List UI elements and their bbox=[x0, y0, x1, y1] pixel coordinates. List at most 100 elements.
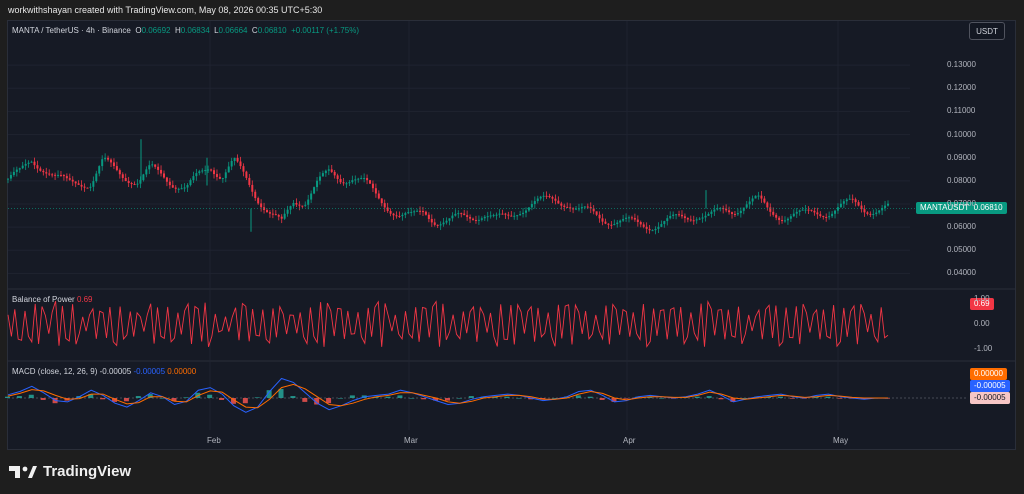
candle-body bbox=[848, 198, 851, 200]
candle-body bbox=[136, 183, 139, 185]
candle-body bbox=[374, 188, 377, 194]
candle-body bbox=[816, 212, 819, 215]
candle-body bbox=[516, 215, 519, 217]
candle-body bbox=[466, 215, 469, 217]
candle-body bbox=[845, 199, 848, 202]
candle-body bbox=[566, 206, 569, 208]
candle-body bbox=[392, 213, 395, 216]
candle-body bbox=[660, 224, 663, 227]
candle-body bbox=[121, 174, 124, 178]
macd-histogram-bar bbox=[456, 398, 462, 399]
candle-body bbox=[725, 208, 728, 211]
macd-histogram-bar bbox=[516, 398, 522, 399]
macd-hist-value: -0.00005 bbox=[99, 367, 132, 376]
bop-tick-label: -1.00 bbox=[974, 344, 993, 354]
candle-body bbox=[324, 170, 327, 174]
candle-body bbox=[781, 220, 784, 222]
candle-body bbox=[507, 214, 510, 216]
price-tick-label: 0.07000 bbox=[947, 199, 976, 208]
candle-body bbox=[527, 207, 530, 211]
candle-body bbox=[242, 166, 245, 172]
macd-histogram-bar bbox=[694, 396, 700, 398]
candle-body bbox=[7, 178, 9, 180]
candle-body bbox=[604, 221, 607, 224]
bop-tick-label: 0.00 bbox=[974, 319, 990, 328]
candle-body bbox=[786, 218, 789, 221]
candle-body bbox=[59, 174, 62, 176]
candle-body bbox=[610, 224, 613, 226]
macd-histogram-bar bbox=[813, 396, 819, 398]
candle-body bbox=[884, 205, 887, 208]
candle-body bbox=[189, 180, 192, 186]
candle-body bbox=[301, 205, 304, 207]
price-tick-label: 0.06000 bbox=[947, 222, 976, 232]
macd-histogram-bar bbox=[219, 398, 225, 400]
candle-body bbox=[233, 157, 236, 161]
candle-body bbox=[298, 204, 301, 206]
candle-body bbox=[363, 178, 366, 180]
candle-body bbox=[457, 213, 460, 215]
candle-body bbox=[483, 216, 486, 219]
currency-button[interactable]: USDT bbox=[969, 22, 1005, 40]
main-legend: MANTA / TetherUS · 4h · Binance O0.06692… bbox=[12, 26, 359, 35]
candle-body bbox=[651, 230, 654, 232]
close-label: C bbox=[251, 26, 258, 35]
candle-body bbox=[74, 181, 77, 184]
macd-histogram-bar bbox=[492, 396, 498, 398]
candle-body bbox=[763, 198, 766, 203]
candle-body bbox=[834, 210, 837, 214]
candle-body bbox=[836, 207, 839, 211]
candle-body bbox=[92, 181, 95, 187]
macd-histogram-bar bbox=[230, 398, 236, 404]
candle-body bbox=[463, 213, 466, 216]
macd-histogram-bar bbox=[5, 396, 10, 398]
candle-body bbox=[295, 203, 298, 205]
candle-body bbox=[442, 222, 445, 225]
candle-body bbox=[451, 215, 454, 219]
macd-histogram-bar bbox=[789, 398, 795, 399]
macd-histogram-bar bbox=[659, 398, 665, 399]
macd-histogram-bar bbox=[599, 398, 605, 400]
candle-body bbox=[162, 173, 165, 178]
candle-body bbox=[289, 206, 292, 210]
candle-body bbox=[831, 213, 834, 217]
candle-body bbox=[860, 205, 863, 210]
candle-body bbox=[12, 171, 15, 176]
candle-body bbox=[101, 159, 104, 167]
candle-body bbox=[171, 185, 174, 188]
macd-histogram-bar bbox=[706, 396, 712, 398]
macd-histogram-bar bbox=[28, 394, 34, 398]
candle-body bbox=[304, 204, 307, 206]
candle-body bbox=[330, 169, 333, 172]
candle-body bbox=[575, 208, 578, 210]
candle-body bbox=[89, 186, 92, 188]
candle-body bbox=[207, 169, 210, 171]
macd-histogram-bar bbox=[385, 396, 391, 398]
candle-body bbox=[813, 210, 816, 213]
candle-body bbox=[383, 203, 386, 208]
candle-body bbox=[127, 180, 130, 184]
price-tick-label: 0.05000 bbox=[947, 245, 976, 255]
candle-body bbox=[130, 183, 133, 185]
candle-body bbox=[616, 222, 619, 225]
candle-body bbox=[792, 213, 795, 217]
candle-body bbox=[530, 204, 533, 208]
candle-body bbox=[680, 214, 683, 217]
last-price-tag: MANTAUSDT 0.06810 bbox=[916, 202, 1007, 215]
change-value: +0.00117 (+1.75%) bbox=[291, 26, 359, 35]
candle-body bbox=[51, 174, 54, 176]
candle-body bbox=[112, 162, 115, 167]
candle-body bbox=[563, 205, 566, 207]
macd-histogram-bar bbox=[730, 398, 736, 402]
candle-body bbox=[622, 218, 625, 221]
candle-body bbox=[577, 208, 580, 210]
candle-body bbox=[628, 217, 631, 219]
chart-frame[interactable] bbox=[7, 20, 1016, 450]
candle-body bbox=[157, 166, 160, 170]
candle-body bbox=[57, 174, 60, 176]
candle-body bbox=[733, 213, 736, 215]
bop-title: Balance of Power bbox=[12, 295, 75, 304]
candle-body bbox=[713, 209, 716, 212]
candle-body bbox=[863, 209, 866, 213]
